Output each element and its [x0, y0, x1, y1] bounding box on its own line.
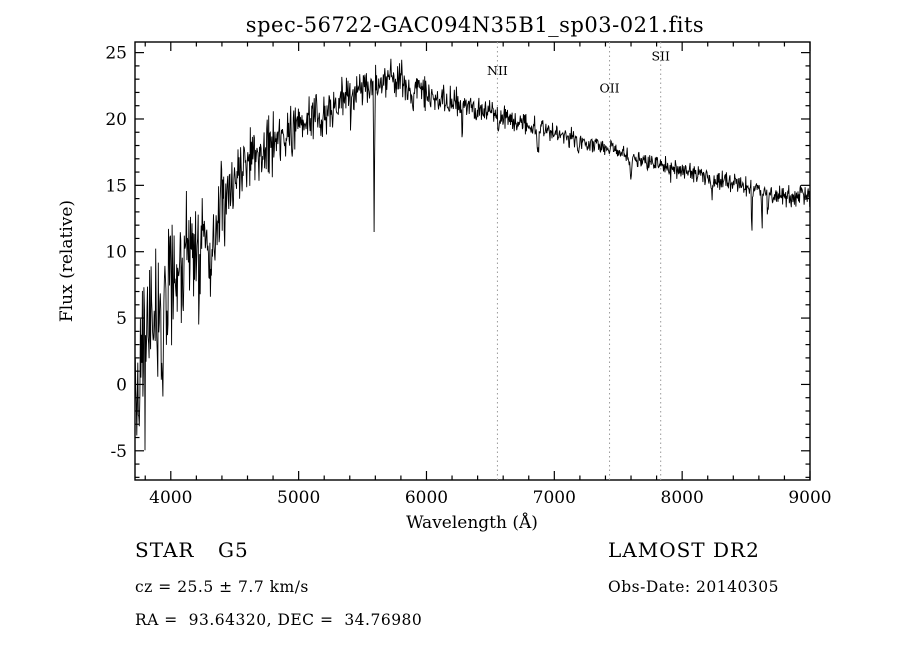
y-axis-label: Flux (relative) [57, 200, 77, 322]
spectrum-line [135, 58, 810, 451]
y-tick-label: 5 [116, 309, 127, 329]
ticks-group [135, 42, 811, 480]
x-tick-label: 4000 [149, 488, 192, 508]
y-tick-label: 20 [105, 110, 127, 130]
marker-label-nii: NII [487, 63, 508, 78]
y-tick-label: 0 [116, 375, 127, 395]
annotation-survey: LAMOST DR2 [608, 538, 760, 562]
tick-labels-group: 4000 5000 6000 7000 8000 9000 -5 0 5 10 15 20 25 [105, 44, 831, 508]
y-tick-label: 15 [105, 176, 127, 196]
plot-title: spec-56722-GAC094N35B1_sp03-021.fits [246, 13, 704, 37]
annotation-cz: cz = 25.5 ± 7.7 km/s [135, 578, 309, 596]
annotation-subclass: G5 [218, 538, 249, 562]
annotation-coords: RA = 93.64320, DEC = 34.76980 [135, 611, 422, 629]
spectrum-group [135, 58, 810, 451]
y-tick-label: 10 [105, 243, 127, 263]
line-markers-group: NII OII SII [487, 42, 670, 480]
x-tick-label: 8000 [661, 488, 704, 508]
annotation-obs-date: Obs-Date: 20140305 [608, 578, 779, 596]
y-tick-label: 25 [105, 44, 127, 64]
x-tick-label: 6000 [405, 488, 448, 508]
marker-label-sii: SII [651, 49, 670, 64]
x-tick-label: 7000 [533, 488, 576, 508]
plot-frame [134, 41, 811, 481]
marker-label-oii: OII [599, 80, 619, 95]
x-axis-label: Wavelength (Å) [406, 512, 538, 533]
y-tick-label: -5 [110, 442, 127, 462]
x-tick-label: 9000 [788, 488, 831, 508]
x-tick-label: 5000 [277, 488, 320, 508]
annotation-object-class: STAR [135, 538, 194, 562]
